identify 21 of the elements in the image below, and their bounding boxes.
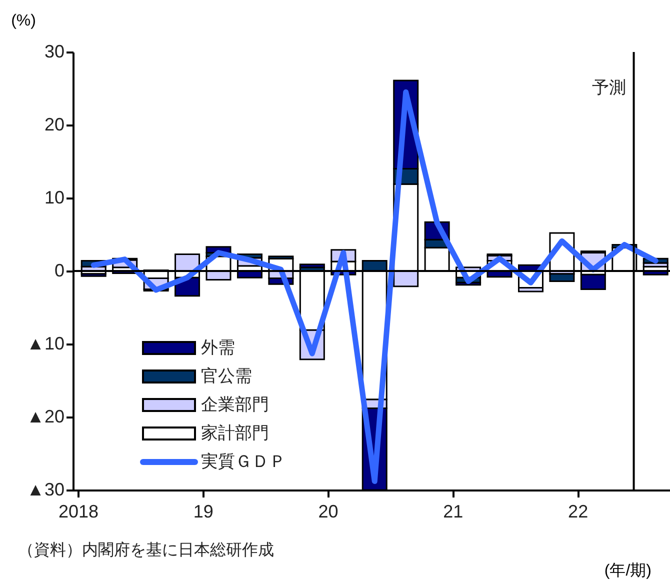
y-tick-label: ▲30 xyxy=(26,480,64,500)
x-tick-label: 19 xyxy=(193,502,214,522)
y-tick-label: ▲10 xyxy=(26,334,64,354)
x-tick-label: 22 xyxy=(568,502,588,522)
text: （資料）内閣府を基に日本総研作成 xyxy=(18,540,274,561)
y-tick-label: 10 xyxy=(44,188,64,208)
x-tick-label: 21 xyxy=(443,502,464,522)
legend-label: 官公需 xyxy=(201,366,252,386)
ref-line-label: 予測 xyxy=(592,78,626,97)
y-tick-label: 0 xyxy=(54,260,64,280)
y-tick-label: 20 xyxy=(44,114,64,134)
x-tick-label: 20 xyxy=(318,502,338,522)
y-tick-label: 30 xyxy=(44,42,64,62)
legend-label: 実質ＧＤＰ xyxy=(201,452,286,471)
y-axis-title: (%) xyxy=(11,12,36,30)
legend-label: 家計部門 xyxy=(201,424,269,442)
x-axis-title: (年/期) xyxy=(604,562,652,580)
legend-label: 企業部門 xyxy=(201,395,269,414)
legend-label: 外需 xyxy=(201,338,235,357)
y-tick-label: ▲20 xyxy=(26,406,64,426)
x-tick-label: 2018 xyxy=(58,502,99,522)
